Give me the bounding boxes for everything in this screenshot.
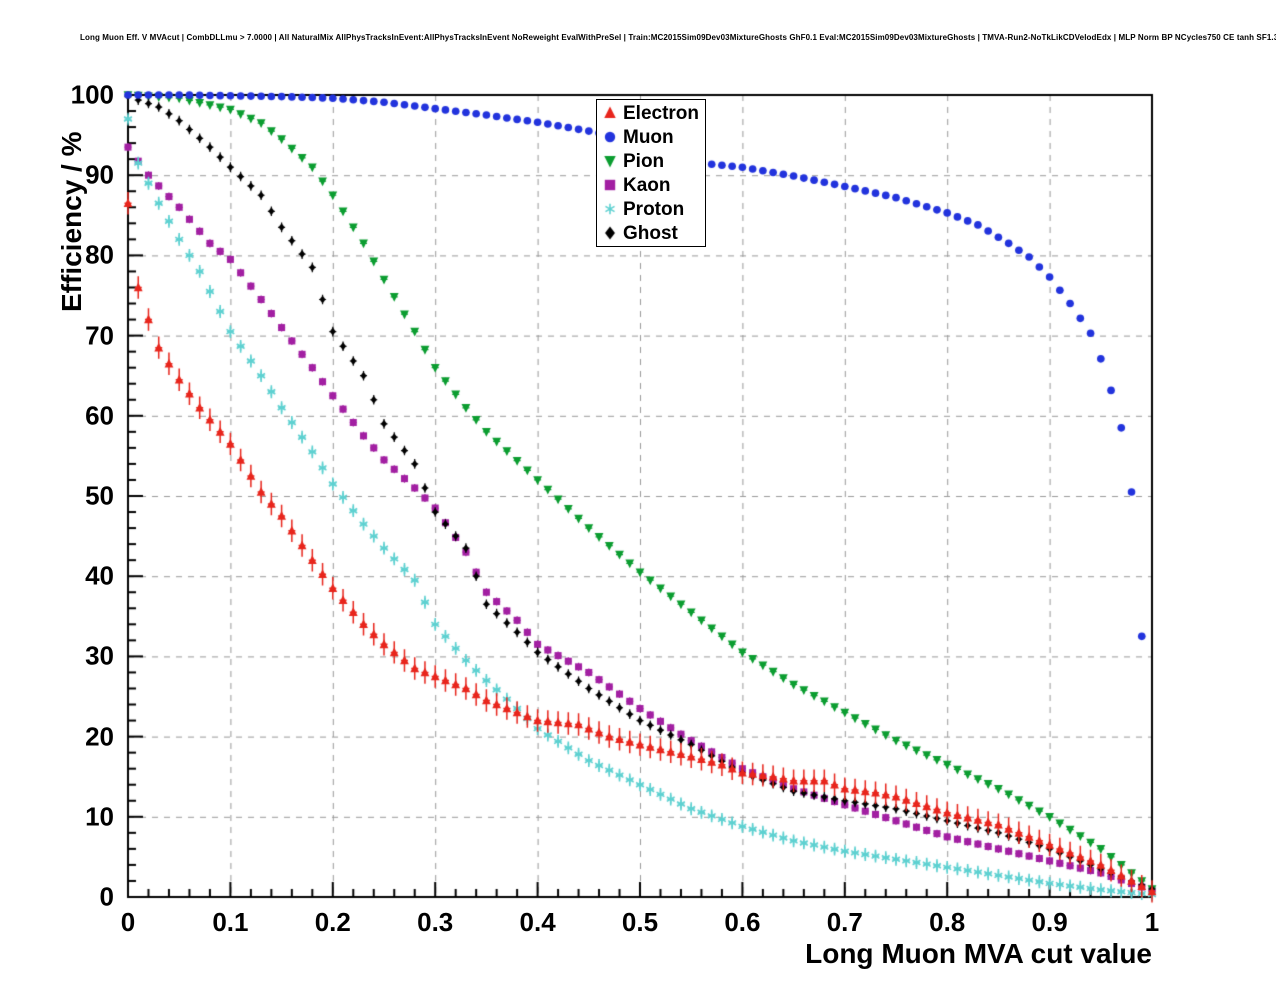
triangle-down-marker-icon: [600, 151, 620, 171]
y-tick-label: 90: [85, 159, 114, 190]
y-tick-label: 100: [70, 79, 114, 110]
x-tick-label: 0.5: [621, 907, 659, 937]
y-tick-label: 20: [85, 721, 114, 752]
legend-item-label: Proton: [623, 198, 685, 220]
x-tick-label: 0.1: [212, 907, 249, 937]
x-tick-label: 0.3: [417, 907, 454, 937]
circle-marker-icon: [600, 127, 620, 147]
y-tick-label: 60: [85, 400, 114, 431]
y-tick-label: 10: [85, 801, 114, 832]
legend-item-ghost: Ghost: [600, 221, 699, 245]
x-tick-label: 1: [1144, 907, 1160, 937]
legend-item-label: Electron: [623, 102, 700, 124]
legend-item-proton: Proton: [600, 197, 699, 221]
y-axis-label: Efficiency / %: [56, 131, 87, 312]
legend-item-label: Muon: [623, 126, 674, 148]
y-tick-label: 0: [99, 881, 114, 912]
x-tick-label: 0.9: [1031, 907, 1068, 937]
legend-item-electron: Electron: [600, 101, 699, 125]
legend-item-label: Pion: [623, 150, 665, 172]
x-tick-label: 0.4: [519, 907, 556, 937]
y-tick-label: 80: [85, 239, 114, 270]
legend-item-label: Ghost: [623, 222, 678, 244]
star-marker-icon: [600, 199, 620, 219]
x-tick-label: 0.2: [314, 907, 351, 937]
square-marker-icon: [600, 175, 620, 195]
x-tick-label: 0.7: [826, 907, 863, 937]
y-tick-label: 30: [85, 640, 114, 671]
y-tick-label: 40: [85, 560, 114, 591]
x-tick-label: 0: [120, 907, 136, 937]
y-tick-label: 70: [85, 320, 114, 351]
legend-item-muon: Muon: [600, 125, 699, 149]
legend-item-pion: Pion: [600, 149, 699, 173]
x-tick-label: 0.6: [724, 907, 761, 937]
legend: Electron Muon Pion Kaon Proton Ghost: [596, 99, 707, 247]
x-tick-label: 0.8: [929, 907, 966, 937]
legend-item-label: Kaon: [623, 174, 671, 196]
legend-item-kaon: Kaon: [600, 173, 699, 197]
diamond-marker-icon: [600, 223, 620, 243]
y-tick-label: 50: [85, 480, 114, 511]
x-axis-label: Long Muon MVA cut value: [805, 938, 1152, 969]
plot-title: Long Muon Eff. V MVAcut | CombDLLmu > 7.…: [80, 33, 1276, 42]
triangle-up-marker-icon: [600, 103, 620, 123]
